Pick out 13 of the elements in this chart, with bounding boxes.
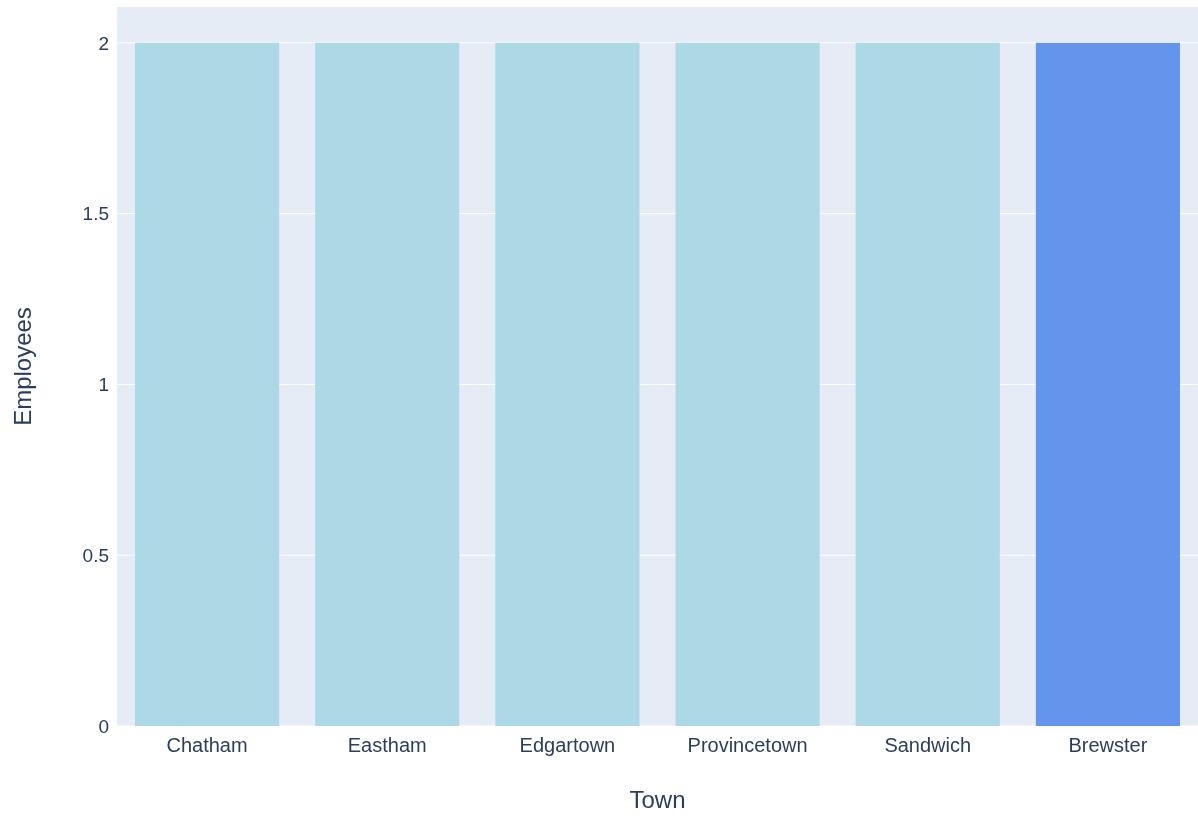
- x-tick-label: Provincetown: [687, 734, 808, 756]
- y-tick-label: 2: [98, 32, 109, 54]
- y-tick-label: 1.5: [82, 203, 109, 225]
- x-tick-label: Chatham: [166, 734, 248, 756]
- y-tick-label: 1: [98, 374, 109, 396]
- y-axis-title: Employees: [9, 307, 36, 426]
- x-tick-label: Brewster: [1068, 734, 1148, 756]
- x-tick-label: Eastham: [347, 734, 427, 756]
- x-tick-label: Edgartown: [519, 734, 616, 756]
- x-axis-title: Town: [629, 786, 686, 813]
- y-tick-label: 0: [98, 715, 109, 737]
- y-tick-label: 0.5: [82, 544, 109, 566]
- x-tick-label: Sandwich: [884, 734, 972, 756]
